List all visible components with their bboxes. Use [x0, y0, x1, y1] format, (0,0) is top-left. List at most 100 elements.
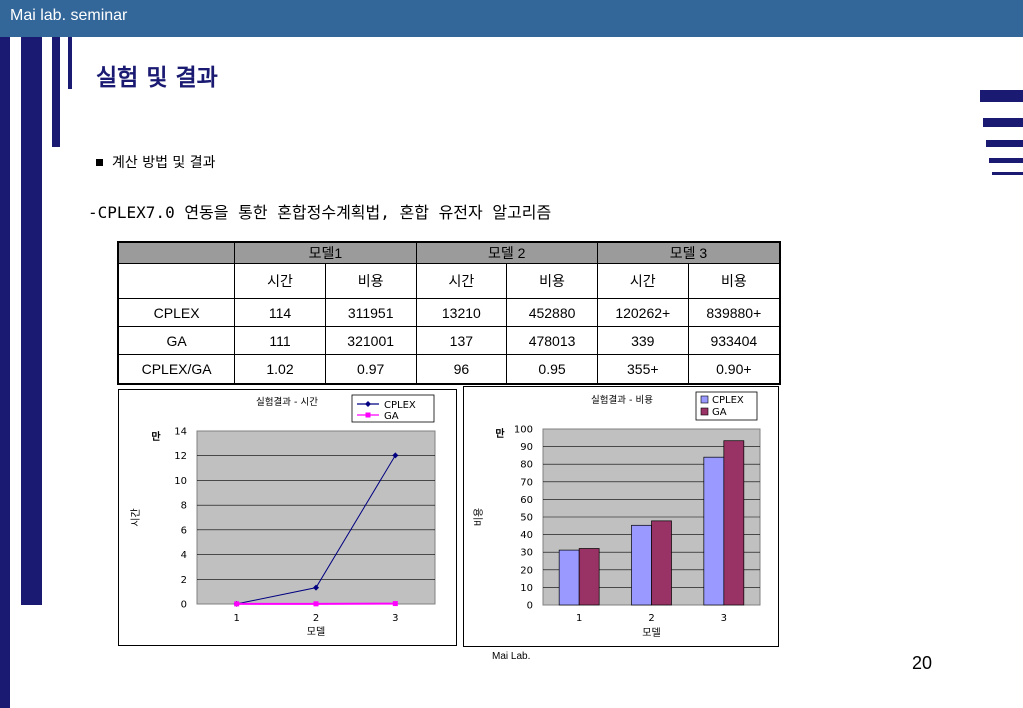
right-deco-stripe-1	[980, 90, 1023, 102]
data-point-cplex	[313, 584, 319, 591]
results-table: 모델1 모델 2 모델 3 시간 비용 시간 비용 시간 비용 CPLEX 11…	[117, 241, 781, 385]
footer-lab: Mai Lab.	[492, 651, 531, 662]
table-subheader: 비용	[506, 263, 598, 299]
table-cell: 339	[596, 326, 689, 356]
y-tick-label: 10	[174, 476, 187, 487]
cost-chart: 0 10 20 30 40 50 60 70 80 90 100 실험결과 - 비용 모델 만 비용 1 2 3 C…	[463, 386, 779, 647]
slide-subtitle: -CPLEX7.0 연동을 통한 혼합정수계획법, 혼합 유전자 알고리즘	[88, 203, 552, 222]
bar-ga	[723, 440, 745, 606]
x-tick-label: 3	[392, 613, 398, 624]
bar-ga	[578, 548, 600, 606]
chart-title: 실험결과 - 시간	[256, 397, 318, 408]
table-cell: 0.90+	[687, 354, 781, 385]
table-cell: 111	[234, 326, 326, 356]
table-cell: 13210	[415, 297, 508, 328]
y-tick-label: 70	[520, 477, 533, 488]
y-tick-label: 30	[520, 548, 533, 559]
x-tick-label: 3	[721, 613, 727, 624]
table-cell: 0.95	[506, 354, 598, 385]
left-deco-bar-1	[0, 37, 10, 708]
bullet-text: 계산 방법 및 결과	[112, 155, 216, 171]
table-cell: 839880+	[687, 297, 781, 328]
table-subheader-row: 시간 비용 시간 비용 시간 비용	[117, 263, 781, 299]
legend-label: GA	[384, 411, 399, 422]
table-row: CPLEX/GA 1.02 0.97 96 0.95 355+ 0.90+	[117, 354, 781, 385]
table-group-header-row: 모델1 모델 2 모델 3	[117, 241, 781, 264]
unit-label: 만	[495, 427, 505, 440]
table-row: CPLEX 114 311951 13210 452880 120262+ 83…	[117, 297, 781, 328]
y-tick-label: 14	[174, 427, 187, 438]
table-row: GA 111 321001 137 478013 339 933404	[117, 326, 781, 356]
table-cell: 311951	[324, 297, 417, 328]
x-axis-label: 모델	[642, 627, 660, 639]
y-tick-label: 4	[181, 550, 187, 561]
right-deco-stripe-2	[983, 118, 1023, 127]
x-tick-label: 1	[233, 613, 239, 624]
y-tick-label: 6	[181, 525, 187, 536]
bar-cplex	[558, 549, 580, 606]
y-axis-label: 비용	[473, 508, 485, 526]
y-tick-label: 8	[181, 501, 187, 512]
y-axis-label: 시간	[130, 508, 142, 526]
left-deco-bar-3	[52, 37, 60, 147]
table-group-header: 모델 3	[596, 241, 781, 264]
table-corner-cell	[117, 241, 236, 264]
bar-cplex	[631, 524, 652, 606]
table-cell: 478013	[506, 326, 598, 356]
table-row-label: CPLEX/GA	[117, 354, 236, 385]
y-tick-label: 0	[181, 600, 187, 611]
y-tick-label: 60	[520, 495, 533, 506]
bullet-item: 계산 방법 및 결과	[96, 152, 216, 172]
left-deco-bar-4	[68, 37, 72, 89]
data-point-cplex	[392, 452, 399, 459]
y-tick-label: 90	[520, 442, 533, 453]
table-subheader: 시간	[415, 263, 508, 299]
table-subheader: 비용	[687, 263, 781, 299]
bullet-square-icon	[96, 158, 103, 166]
y-tick-label: 80	[520, 460, 533, 471]
chart-title: 실험결과 - 비용	[591, 395, 653, 406]
header-label: Mai lab. seminar	[10, 7, 128, 24]
table-subheader: 비용	[324, 263, 417, 299]
y-tick-label: 2	[181, 575, 187, 586]
unit-label: 만	[151, 430, 161, 443]
data-point-ga	[234, 601, 240, 607]
table-row-label: CPLEX	[117, 297, 236, 328]
legend-marker-ga	[365, 412, 371, 418]
table-subheader: 시간	[596, 263, 689, 299]
page-number: 20	[912, 653, 933, 673]
table-cell: 1.02	[234, 354, 326, 385]
legend-label: CPLEX	[712, 395, 744, 406]
y-tick-label: 10	[520, 583, 533, 594]
table-group-header: 모델 2	[415, 241, 598, 264]
table-cell: 933404	[687, 326, 781, 356]
y-tick-label: 100	[514, 425, 533, 436]
legend-swatch-ga	[700, 407, 709, 416]
table-cell: 137	[415, 326, 508, 356]
right-deco-stripe-4	[989, 158, 1023, 163]
legend-swatch-cplex	[700, 395, 709, 404]
x-axis-label: 모델	[307, 626, 325, 638]
data-point-ga	[313, 601, 319, 607]
y-tick-label: 50	[520, 513, 533, 524]
bar-ga	[651, 520, 672, 606]
table-cell: 0.97	[324, 354, 417, 385]
table-cell: 452880	[506, 297, 598, 328]
table-group-header: 모델1	[234, 241, 417, 264]
time-chart: 0 2 4 6 8 10 12 14 실험결과 - 시간 모델 만 시간 1 2 3 CPLEX GA	[118, 389, 457, 646]
y-tick-label: 12	[174, 451, 187, 462]
table-cell: 120262+	[596, 297, 689, 328]
legend-marker-cplex	[365, 401, 371, 407]
y-tick-label: 40	[520, 530, 533, 541]
table-row-label: GA	[117, 326, 236, 356]
table-subheader: 시간	[234, 263, 326, 299]
table-cell: 114	[234, 297, 326, 328]
slide-title: 실험 및 결과	[96, 65, 218, 91]
x-tick-label: 1	[576, 613, 582, 624]
table-cell: 96	[415, 354, 508, 385]
legend-label: GA	[712, 407, 727, 418]
x-tick-label: 2	[313, 613, 319, 624]
x-tick-label: 2	[648, 613, 654, 624]
